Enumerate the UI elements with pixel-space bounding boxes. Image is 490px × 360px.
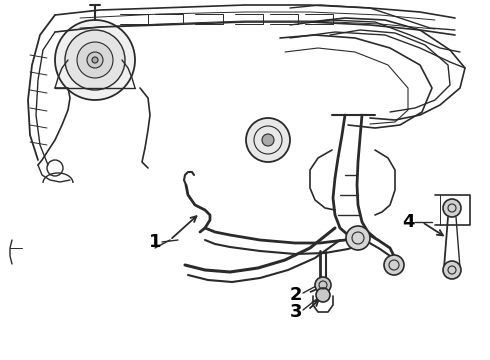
Text: 1: 1	[149, 233, 161, 251]
Circle shape	[65, 30, 125, 90]
Text: 2: 2	[290, 286, 302, 304]
Circle shape	[55, 20, 135, 100]
Circle shape	[246, 118, 290, 162]
Circle shape	[87, 52, 103, 68]
Circle shape	[384, 255, 404, 275]
Circle shape	[316, 288, 330, 302]
Circle shape	[262, 134, 274, 146]
Text: 4: 4	[402, 213, 414, 231]
Circle shape	[77, 42, 113, 78]
Text: 3: 3	[290, 303, 302, 321]
Circle shape	[315, 277, 331, 293]
Circle shape	[443, 261, 461, 279]
Circle shape	[92, 57, 98, 63]
Circle shape	[346, 226, 370, 250]
Circle shape	[443, 199, 461, 217]
